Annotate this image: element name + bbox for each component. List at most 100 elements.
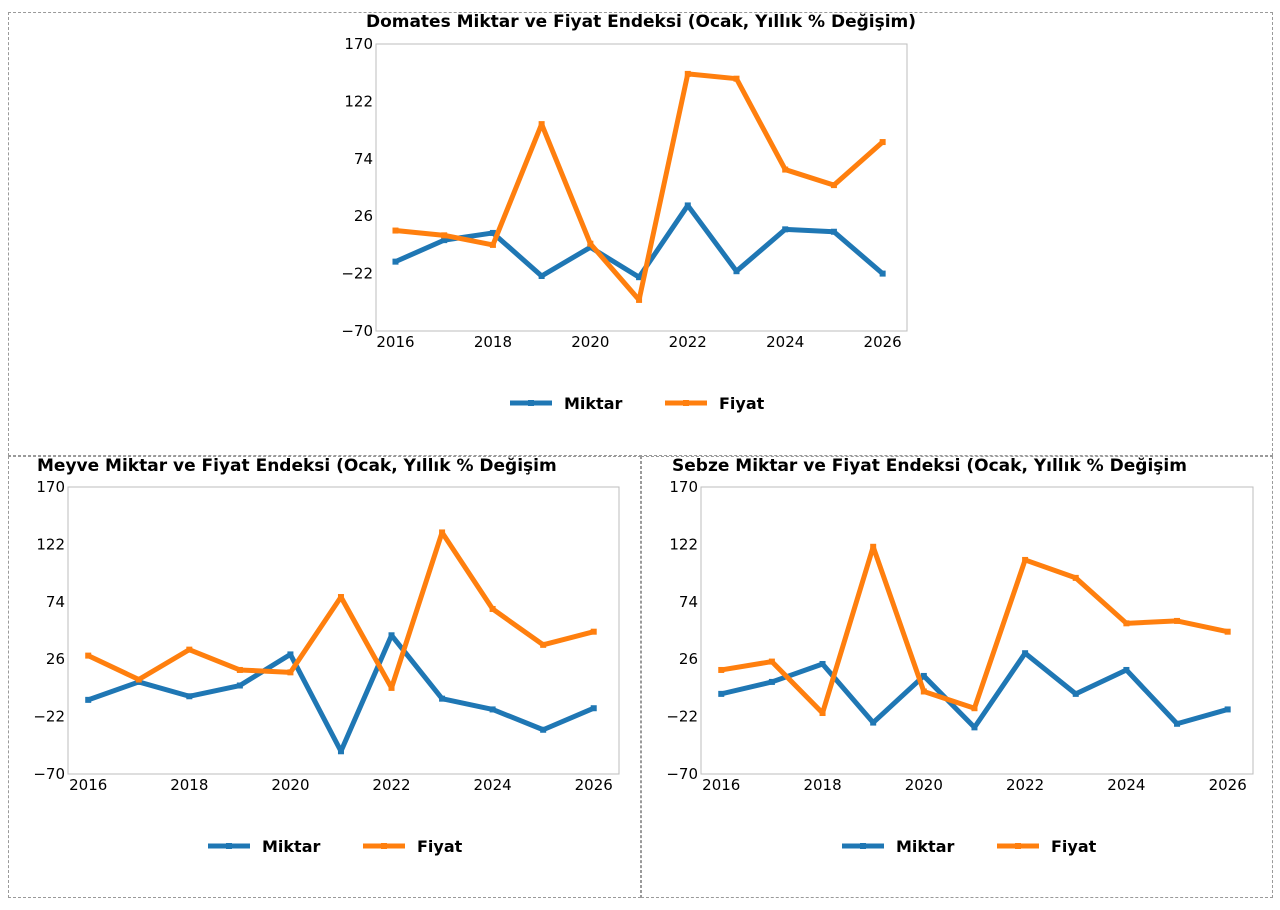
data-point-fiyat	[587, 240, 594, 247]
data-point-fiyat	[441, 232, 448, 239]
data-point-fiyat	[236, 666, 243, 673]
x-tick-label: 2022	[669, 333, 707, 351]
y-tick-label: 26	[46, 650, 65, 668]
sebze-chart: Sebze Miktar ve Fiyat Endeksi (Ocak, Yıl…	[666, 456, 1254, 856]
x-tick-label: 2016	[376, 333, 414, 351]
y-tick-label: 170	[344, 35, 373, 53]
data-point-miktar	[1123, 666, 1130, 673]
y-tick-label: 122	[669, 535, 698, 553]
data-point-fiyat	[590, 628, 597, 635]
data-point-fiyat	[819, 710, 826, 717]
data-point-miktar	[782, 226, 789, 233]
y-tick-label: 74	[46, 593, 65, 611]
legend-label-miktar: Miktar	[262, 837, 320, 856]
data-point-fiyat	[337, 594, 344, 601]
y-tick-label: −70	[33, 765, 65, 783]
data-point-miktar	[920, 672, 927, 679]
x-tick-label: 2020	[905, 776, 943, 794]
meyve-chart: Meyve Miktar ve Fiyat Endeksi (Ocak, Yıl…	[33, 456, 620, 856]
chart-title: Domates Miktar ve Fiyat Endeksi (Ocak, Y…	[366, 12, 916, 32]
data-point-fiyat	[538, 121, 545, 128]
legend-marker-fiyat	[683, 400, 689, 406]
x-tick-label: 2020	[271, 776, 309, 794]
x-tick-label: 2026	[864, 333, 902, 351]
x-tick-label: 2026	[1209, 776, 1247, 794]
data-point-miktar	[636, 274, 643, 281]
data-point-miktar	[870, 719, 877, 726]
x-tick-label: 2016	[702, 776, 740, 794]
y-tick-label: −22	[341, 265, 373, 283]
data-point-fiyat	[489, 605, 496, 612]
data-point-miktar	[768, 678, 775, 685]
y-tick-label: 74	[354, 150, 373, 168]
data-point-fiyat	[135, 676, 142, 683]
data-point-fiyat	[540, 641, 547, 648]
data-point-fiyat	[636, 296, 643, 303]
data-point-fiyat	[718, 666, 725, 673]
domates-chart: Domates Miktar ve Fiyat Endeksi (Ocak, Y…	[341, 12, 916, 413]
x-tick-label: 2024	[766, 333, 804, 351]
data-point-fiyat	[186, 646, 193, 653]
y-tick-label: 170	[36, 478, 65, 496]
data-point-miktar	[392, 258, 399, 265]
data-point-miktar	[538, 272, 545, 279]
data-point-fiyat	[388, 684, 395, 691]
x-tick-label: 2024	[474, 776, 512, 794]
data-point-miktar	[971, 724, 978, 731]
x-tick-label: 2018	[474, 333, 512, 351]
data-point-miktar	[1072, 690, 1079, 697]
y-tick-label: 74	[679, 593, 698, 611]
y-tick-label: −22	[666, 708, 698, 726]
data-point-fiyat	[971, 705, 978, 712]
data-point-miktar	[1174, 720, 1181, 727]
x-tick-label: 2020	[571, 333, 609, 351]
x-tick-label: 2018	[170, 776, 208, 794]
legend-marker-fiyat	[381, 843, 387, 849]
chart-title: Meyve Miktar ve Fiyat Endeksi (Ocak, Yıl…	[37, 456, 557, 476]
plot-area	[700, 486, 1254, 775]
y-tick-label: 122	[344, 92, 373, 110]
y-tick-label: 122	[36, 535, 65, 553]
data-point-fiyat	[684, 70, 691, 77]
data-point-miktar	[441, 237, 448, 244]
data-point-miktar	[1022, 650, 1029, 657]
data-point-miktar	[186, 693, 193, 700]
data-point-miktar	[1224, 706, 1231, 713]
chart-title: Sebze Miktar ve Fiyat Endeksi (Ocak, Yıl…	[672, 456, 1187, 476]
legend-label-miktar: Miktar	[896, 837, 954, 856]
legend-marker-fiyat	[1015, 843, 1021, 849]
legend-marker-miktar	[226, 843, 232, 849]
data-point-fiyat	[870, 543, 877, 550]
x-tick-label: 2022	[372, 776, 410, 794]
data-point-miktar	[718, 690, 725, 697]
legend-label-miktar: Miktar	[564, 394, 622, 413]
legend-label-fiyat: Fiyat	[1051, 837, 1097, 856]
data-point-miktar	[830, 228, 837, 235]
data-point-fiyat	[392, 227, 399, 234]
bottom-right-panel-border	[641, 456, 1273, 898]
data-point-fiyat	[287, 669, 294, 676]
x-tick-label: 2026	[575, 776, 613, 794]
data-point-fiyat	[1174, 617, 1181, 624]
data-point-miktar	[388, 632, 395, 639]
legend-marker-miktar	[528, 400, 534, 406]
data-point-miktar	[684, 202, 691, 209]
data-point-miktar	[819, 660, 826, 667]
data-point-fiyat	[879, 139, 886, 146]
data-point-miktar	[287, 651, 294, 658]
x-tick-label: 2016	[69, 776, 107, 794]
y-tick-label: −70	[341, 322, 373, 340]
data-point-fiyat	[489, 241, 496, 248]
data-point-miktar	[489, 706, 496, 713]
y-tick-label: −22	[33, 708, 65, 726]
data-point-fiyat	[1224, 628, 1231, 635]
y-tick-label: −70	[666, 765, 698, 783]
legend-label-fiyat: Fiyat	[417, 837, 463, 856]
data-point-miktar	[540, 726, 547, 733]
legend-label-fiyat: Fiyat	[719, 394, 765, 413]
x-tick-label: 2024	[1107, 776, 1145, 794]
data-point-fiyat	[85, 652, 92, 659]
plot-area	[67, 486, 620, 775]
data-point-miktar	[590, 705, 597, 712]
